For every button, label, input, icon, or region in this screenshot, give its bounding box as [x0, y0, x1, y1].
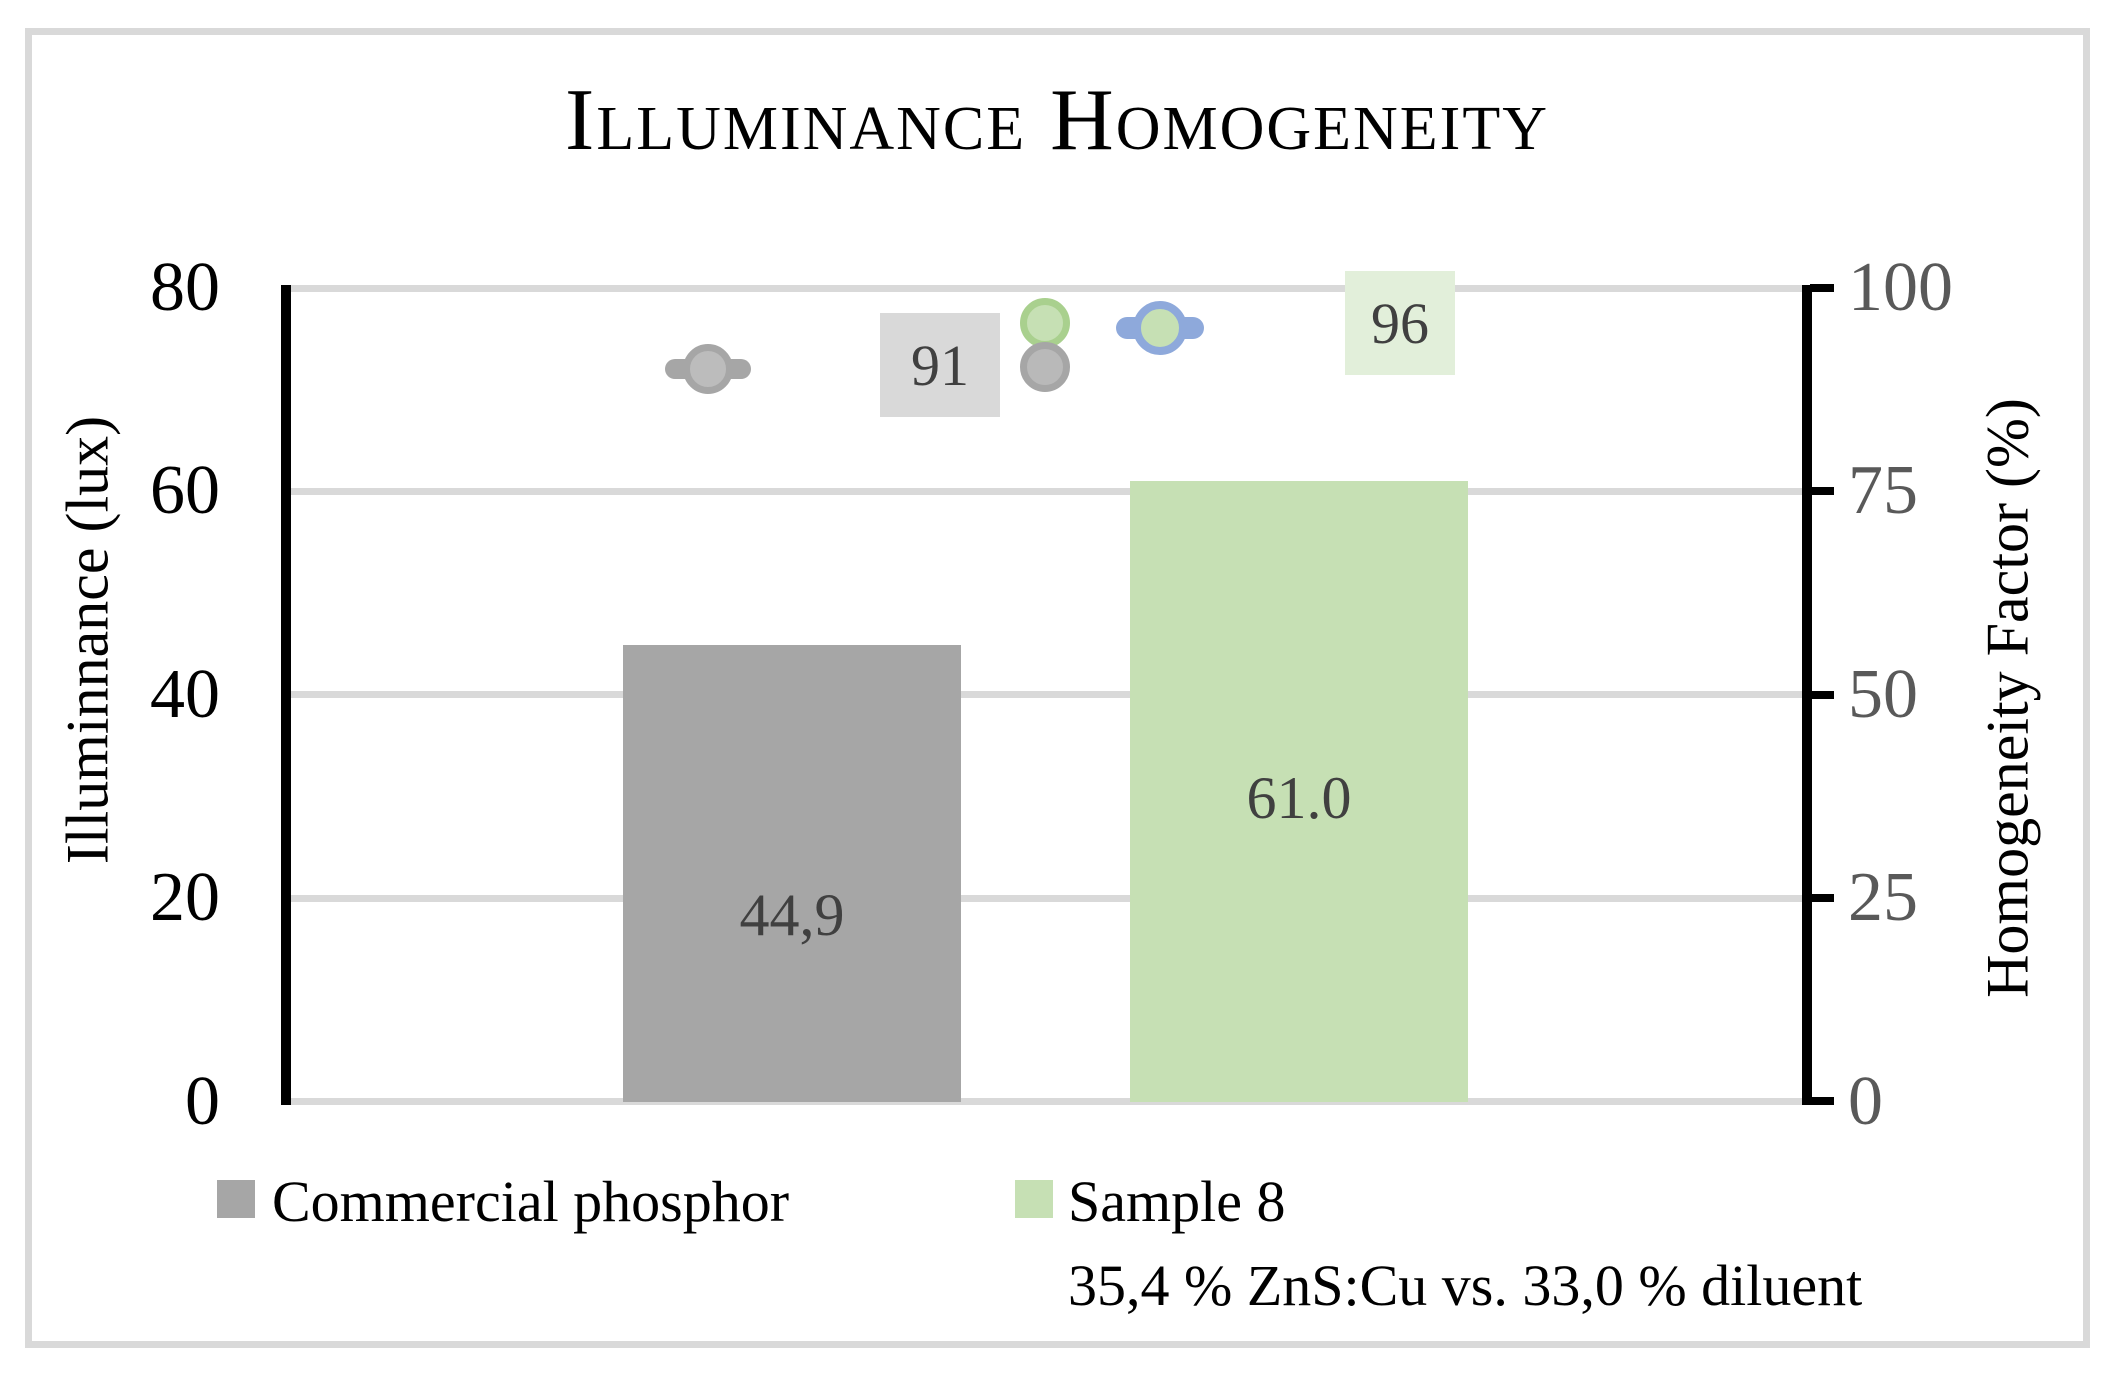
gridline-40	[291, 691, 1806, 698]
marker-label-commercial: 91	[880, 313, 1000, 417]
left-tick-label-60: 60	[150, 452, 220, 529]
legend-note-sample8: 35,4 % ZnS:Cu vs. 33,0 % diluent	[1068, 1253, 1863, 1318]
right-tick-50	[1810, 691, 1834, 699]
gridline-0	[291, 1098, 1806, 1105]
marker-dot-icon	[683, 344, 733, 394]
left-tick-label-40: 40	[150, 656, 220, 733]
chart-title: Illuminance Homogeneity	[565, 72, 1549, 169]
gridline-60	[291, 488, 1806, 495]
right-tick-25	[1810, 894, 1834, 902]
legend-label-commercial: Commercial phosphor	[272, 1169, 790, 1234]
left-tick-label-0: 0	[185, 1063, 220, 1140]
gridline-20	[291, 895, 1806, 902]
left-tick-label-80: 80	[150, 249, 220, 326]
legend-label-sample8: Sample 8	[1068, 1169, 1286, 1234]
marker-sample8-winged	[1115, 296, 1205, 360]
bar-label-commercial-phosphor: 44,9	[739, 882, 845, 948]
right-tick-100	[1810, 284, 1834, 292]
legend-swatch-commercial	[217, 1180, 255, 1218]
marker-commercial-gray-circle	[1019, 341, 1071, 393]
right-tick-label-25: 25	[1848, 859, 1918, 936]
left-axis-line	[281, 285, 291, 1105]
gridline-80	[291, 285, 1806, 292]
right-tick-label-100: 100	[1848, 249, 1953, 326]
marker-dot-icon	[1020, 342, 1070, 392]
chart-frame	[25, 28, 2090, 1348]
right-tick-75	[1810, 487, 1834, 495]
marker-label-sample8: 96	[1345, 271, 1455, 375]
marker-commercial-winged	[663, 339, 753, 399]
right-axis-title: Homogeneity Factor (%)	[1974, 398, 2041, 998]
right-tick-label-0: 0	[1848, 1063, 1883, 1140]
bar-commercial-phosphor	[623, 645, 961, 1102]
right-tick-label-75: 75	[1848, 452, 1918, 529]
right-axis-line	[1802, 285, 1812, 1105]
bar-label-sample8: 61.0	[1246, 765, 1352, 831]
right-tick-0	[1810, 1097, 1834, 1105]
legend-swatch-sample8	[1015, 1180, 1053, 1218]
right-tick-label-50: 50	[1848, 656, 1918, 733]
bar-sample8	[1130, 481, 1468, 1102]
left-tick-label-20: 20	[150, 859, 220, 936]
left-axis-title: Illuminnance (lux)	[54, 415, 121, 865]
marker-dot-icon	[1133, 301, 1187, 355]
